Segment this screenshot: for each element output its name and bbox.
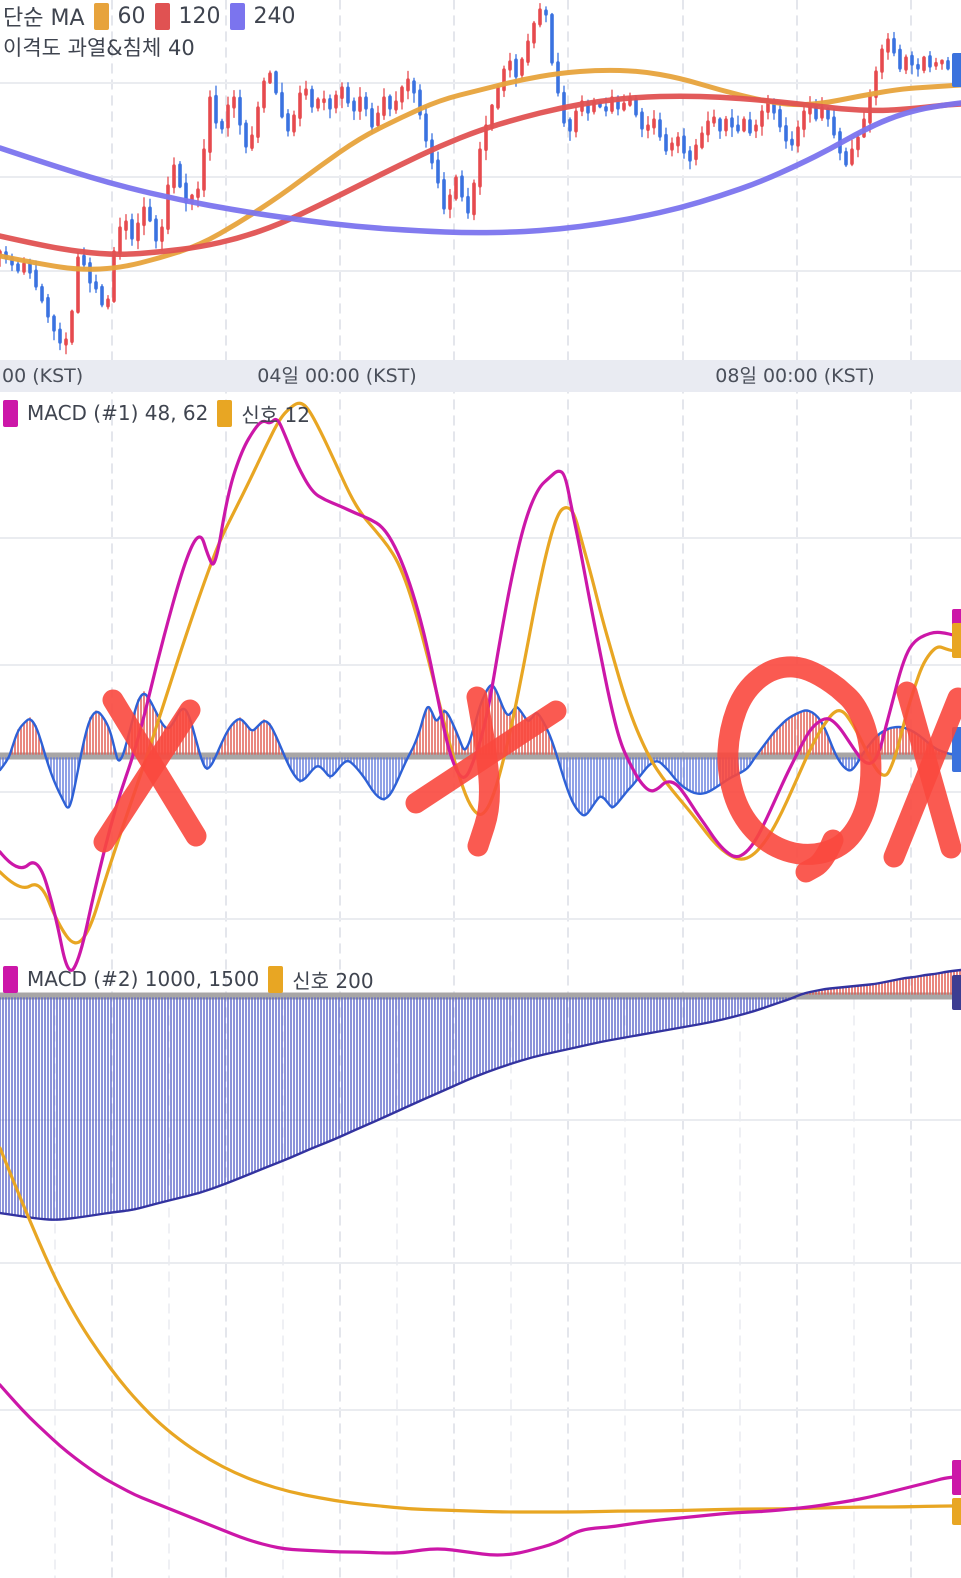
time-axis-label: 08일 00:00 (KST) bbox=[715, 365, 875, 387]
circle-right-tail bbox=[795, 829, 844, 883]
circle-right bbox=[717, 656, 882, 865]
cross-mid-stem bbox=[466, 686, 500, 857]
x-mark-left-stroke-2 bbox=[93, 699, 201, 853]
macd1-line-swatch bbox=[3, 399, 18, 427]
macd1-label: MACD (#1) 48, 62 bbox=[27, 401, 209, 425]
price-last-value-tag bbox=[952, 53, 961, 87]
ma120-swatch bbox=[154, 2, 170, 30]
ma-legend-title: 단순 MA bbox=[3, 6, 85, 31]
macd2-signal-label: 신호 200 bbox=[292, 968, 374, 993]
ma60-swatch bbox=[93, 2, 109, 30]
ma120-label: 120 bbox=[178, 3, 221, 29]
macd1-hist-value-tag bbox=[952, 727, 961, 772]
ma60-label: 60 bbox=[117, 3, 146, 29]
ma240-label: 240 bbox=[253, 3, 296, 29]
macd2-signal-swatch bbox=[268, 965, 284, 993]
time-axis-label: 04일 00:00 (KST) bbox=[257, 365, 417, 387]
macd2-label: MACD (#2) 1000, 1500 bbox=[27, 967, 260, 991]
macd2-line-swatch bbox=[3, 965, 18, 993]
macd2-legend: MACD (#2) 1000, 1500 신호 200 bbox=[3, 963, 374, 995]
macd2-signal-value-tag bbox=[952, 1498, 961, 1525]
price-legend: 단순 MA 60 120 240 이격도 과열&침체 40 bbox=[3, 0, 296, 62]
macd1-signal-label: 신호 12 bbox=[241, 402, 310, 427]
macd1-signal-swatch bbox=[217, 399, 233, 427]
time-axis-label: 00 (KST) bbox=[2, 365, 84, 387]
cross-mid-slash bbox=[405, 700, 567, 814]
macd2-line-value-tag bbox=[952, 1460, 961, 1495]
macd1-signal-value-tag bbox=[952, 623, 961, 658]
x-mark-right-stroke-2 bbox=[883, 687, 961, 868]
ma240-swatch bbox=[229, 2, 245, 30]
macd2-hist-value-tag bbox=[952, 975, 961, 1010]
macd1-legend: MACD (#1) 48, 62 신호 12 bbox=[3, 397, 310, 429]
macd1-line-value-tag bbox=[952, 609, 961, 629]
time-axis: 00 (KST) 04일 00:00 (KST) 08일 00:00 (KST) bbox=[0, 360, 961, 392]
disparity-indicator-label: 이격도 과열&침체 40 bbox=[3, 36, 195, 60]
